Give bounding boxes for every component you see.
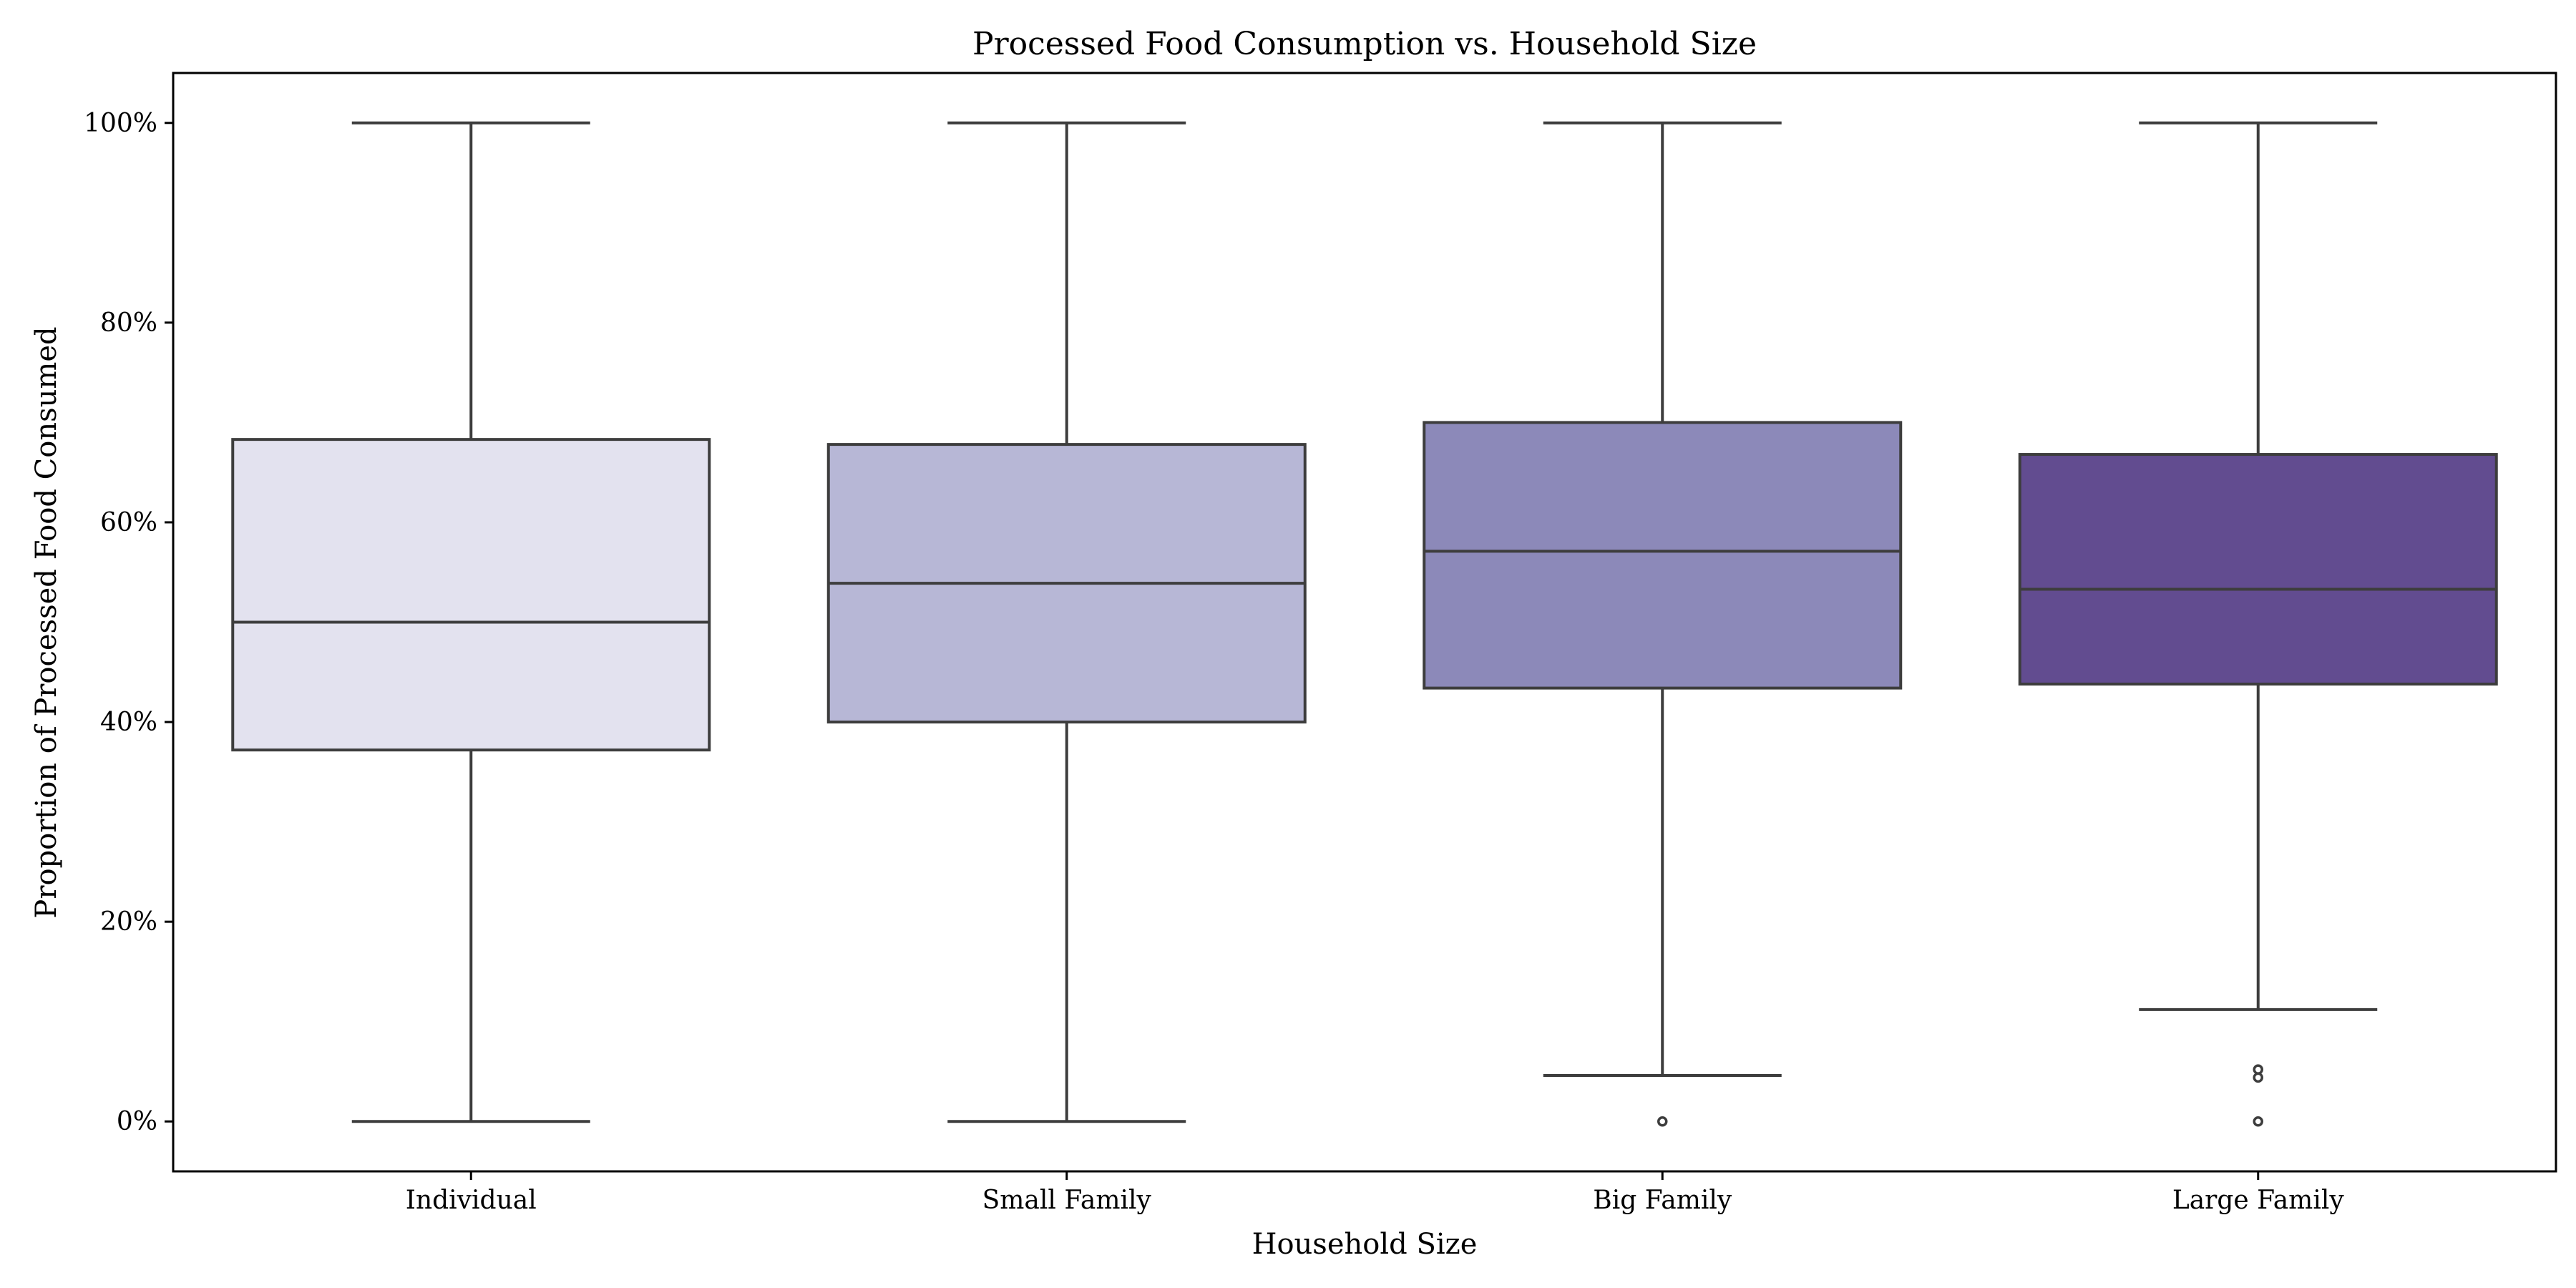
outlier-point [1657, 1116, 1668, 1127]
plot-frame [172, 72, 2557, 1173]
x-tick-label: Small Family [982, 1186, 1152, 1215]
y-tick-label: 40% [100, 708, 157, 737]
box-large-family [2018, 453, 2498, 686]
plot-area: 0% 20% 40% 60% 80% 100% Individual Small Family… [84, 109, 2498, 1215]
box-big-family [1423, 421, 1903, 690]
x-tick-label: Large Family [2172, 1186, 2345, 1215]
y-tick-label: 100% [84, 109, 157, 138]
box-individual [231, 438, 711, 752]
x-tick-label: Individual [406, 1186, 537, 1215]
x-tick-label: Big Family [1593, 1186, 1732, 1215]
y-tick-label: 20% [100, 907, 157, 937]
outlier-point [2253, 1064, 2263, 1075]
y-axis-label: Proportion of Processed Food Consumed [30, 326, 63, 918]
y-tick-label: 0% [117, 1107, 157, 1136]
y-tick-label: 80% [100, 308, 157, 338]
outlier-point [2253, 1116, 2263, 1127]
outlier-point [2253, 1072, 2263, 1083]
x-axis-label: Household Size [1252, 1228, 1478, 1261]
y-tick-label: 60% [100, 508, 157, 537]
chart-title: Processed Food Consumption vs. Household… [972, 26, 1757, 62]
